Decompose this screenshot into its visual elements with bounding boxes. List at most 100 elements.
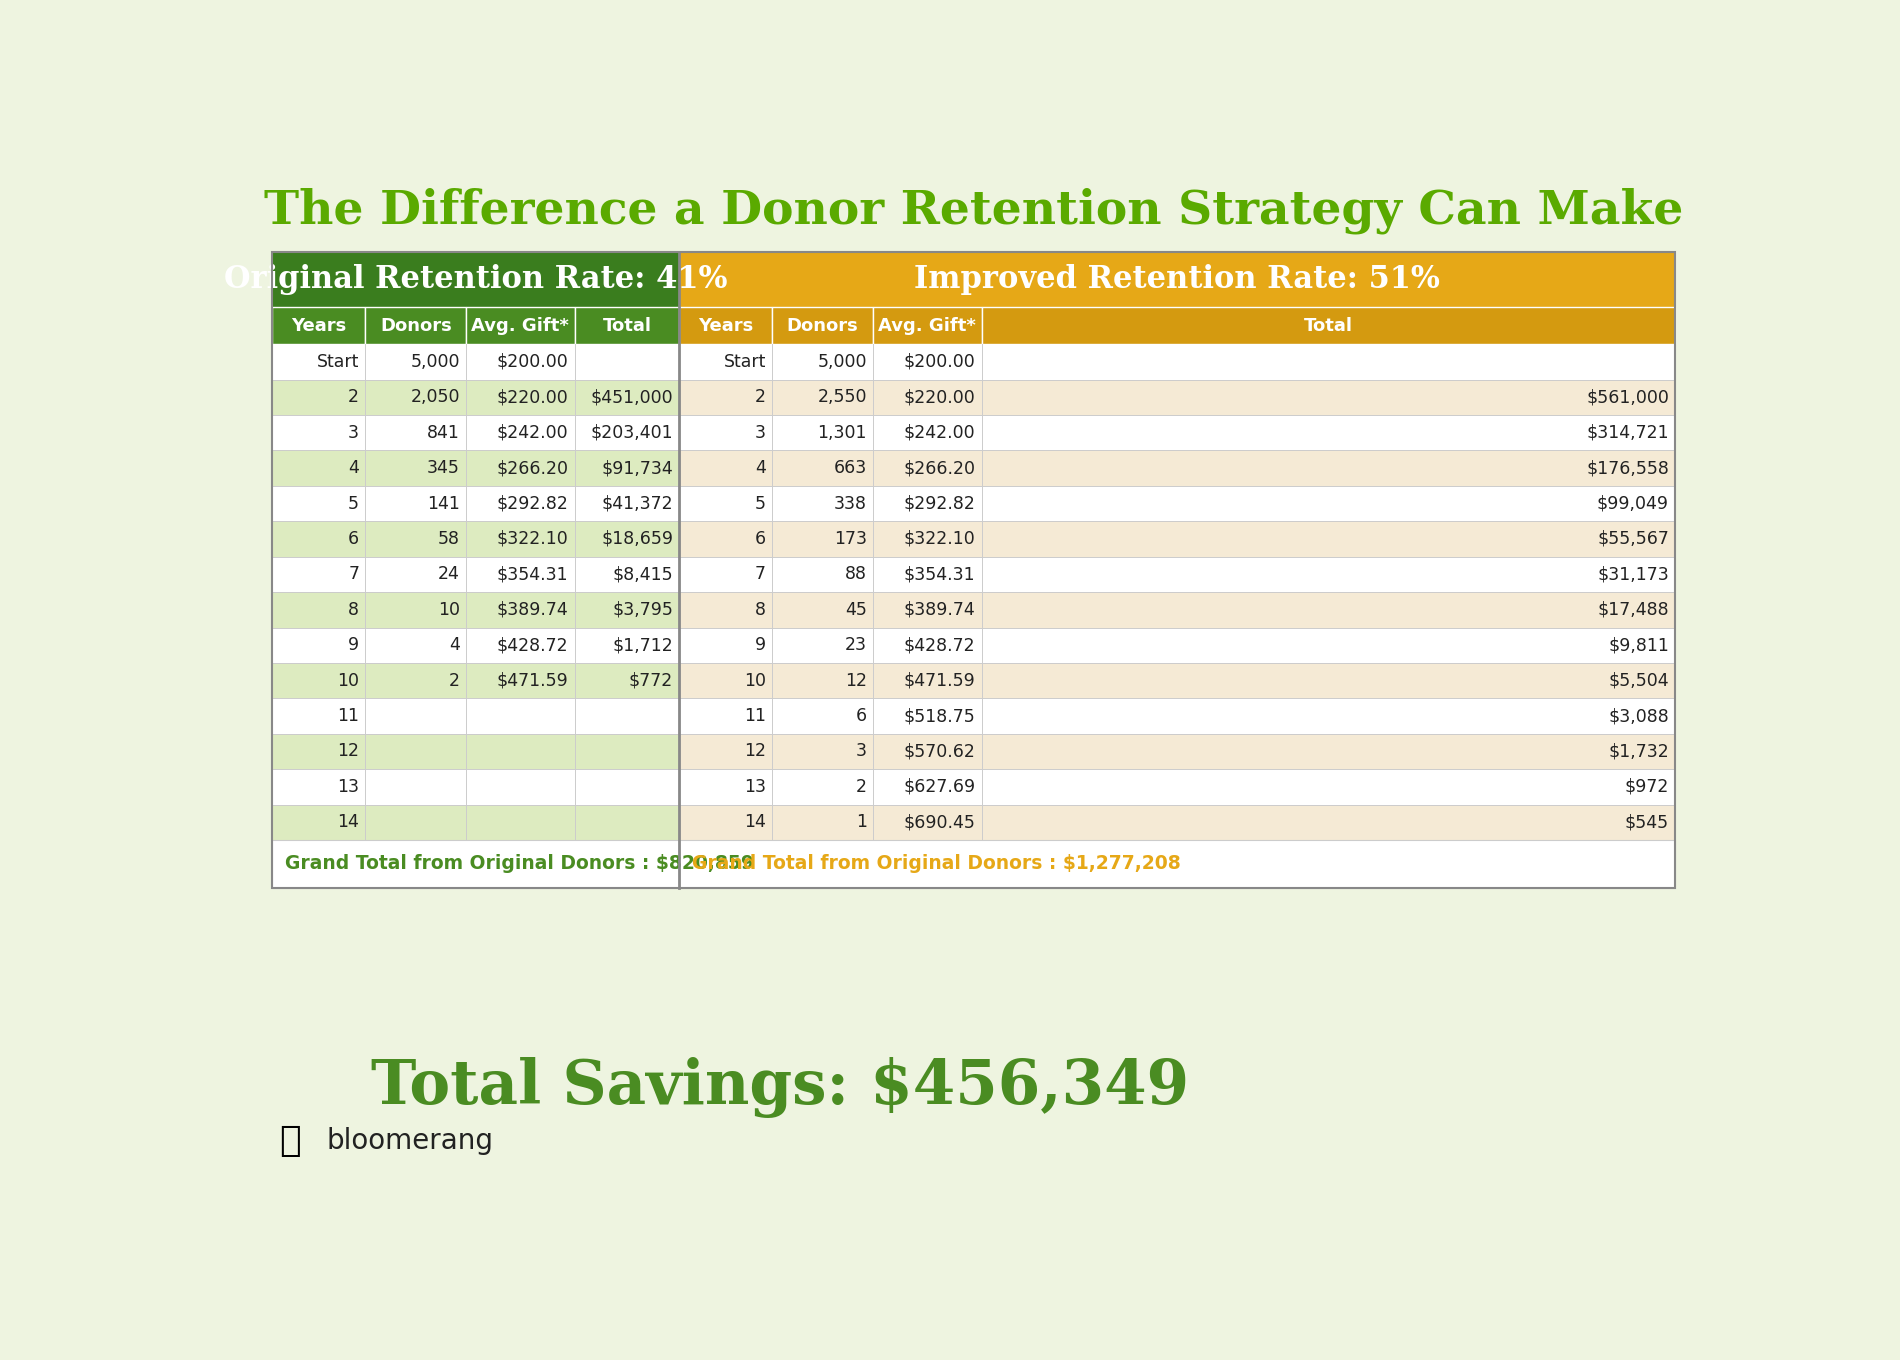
- Bar: [680, 521, 1676, 556]
- Text: $292.82: $292.82: [902, 495, 975, 513]
- Text: $203,401: $203,401: [591, 424, 673, 442]
- Text: $242.00: $242.00: [496, 424, 568, 442]
- Text: Years: Years: [291, 317, 346, 335]
- Bar: [680, 450, 1676, 486]
- Text: $428.72: $428.72: [904, 636, 975, 654]
- Text: $471.59: $471.59: [904, 672, 975, 690]
- Bar: [272, 344, 680, 379]
- Bar: [680, 592, 1676, 627]
- Text: 13: 13: [745, 778, 766, 796]
- Bar: [771, 307, 872, 344]
- Text: The Difference a Donor Retention Strategy Can Make: The Difference a Donor Retention Strateg…: [264, 188, 1683, 234]
- Text: 663: 663: [834, 460, 866, 477]
- Text: $518.75: $518.75: [904, 707, 975, 725]
- Text: $41,372: $41,372: [602, 495, 673, 513]
- Bar: [680, 415, 1676, 450]
- Text: 6: 6: [754, 530, 766, 548]
- Text: 8: 8: [754, 601, 766, 619]
- Text: Donors: Donors: [787, 317, 859, 335]
- Text: $314,721: $314,721: [1586, 424, 1668, 442]
- Bar: [680, 662, 1676, 698]
- Text: 9: 9: [348, 636, 359, 654]
- Text: 5,000: 5,000: [817, 352, 866, 371]
- Text: 2: 2: [754, 389, 766, 407]
- Text: $31,173: $31,173: [1598, 566, 1668, 583]
- Bar: [680, 840, 1676, 888]
- Text: $266.20: $266.20: [902, 460, 975, 477]
- Bar: [272, 627, 680, 662]
- Text: Years: Years: [697, 317, 754, 335]
- Text: 5: 5: [754, 495, 766, 513]
- Text: $772: $772: [629, 672, 673, 690]
- Text: 23: 23: [846, 636, 866, 654]
- Text: 🌱: 🌱: [279, 1125, 300, 1159]
- Text: Avg. Gift*: Avg. Gift*: [878, 317, 977, 335]
- Bar: [680, 698, 1676, 734]
- Text: 141: 141: [428, 495, 460, 513]
- Text: 2,550: 2,550: [817, 389, 866, 407]
- Text: 6: 6: [855, 707, 866, 725]
- Text: 10: 10: [745, 672, 766, 690]
- Text: 12: 12: [745, 743, 766, 760]
- Text: Improved Retention Rate: 51%: Improved Retention Rate: 51%: [914, 264, 1440, 295]
- Bar: [272, 805, 680, 840]
- Bar: [272, 307, 365, 344]
- Text: 12: 12: [336, 743, 359, 760]
- Text: 24: 24: [439, 566, 460, 583]
- Text: $545: $545: [1624, 813, 1668, 831]
- Text: $8,415: $8,415: [612, 566, 673, 583]
- Text: $389.74: $389.74: [904, 601, 975, 619]
- Text: 88: 88: [846, 566, 866, 583]
- Text: 2: 2: [855, 778, 866, 796]
- Bar: [365, 307, 466, 344]
- Text: $354.31: $354.31: [496, 566, 568, 583]
- Text: $471.59: $471.59: [496, 672, 568, 690]
- Text: Original Retention Rate: 41%: Original Retention Rate: 41%: [224, 264, 728, 295]
- Bar: [272, 840, 680, 888]
- Text: $322.10: $322.10: [904, 530, 975, 548]
- Bar: [272, 450, 680, 486]
- Text: 3: 3: [348, 424, 359, 442]
- Text: 3: 3: [754, 424, 766, 442]
- Bar: [272, 698, 680, 734]
- Text: 12: 12: [846, 672, 866, 690]
- Text: 58: 58: [437, 530, 460, 548]
- Text: $91,734: $91,734: [600, 460, 673, 477]
- Bar: [680, 627, 1676, 662]
- Text: 8: 8: [348, 601, 359, 619]
- Text: $242.00: $242.00: [904, 424, 975, 442]
- Bar: [680, 556, 1676, 592]
- Text: 841: 841: [428, 424, 460, 442]
- Text: 4: 4: [754, 460, 766, 477]
- Bar: [272, 486, 680, 521]
- Text: 3: 3: [855, 743, 866, 760]
- Text: $690.45: $690.45: [902, 813, 975, 831]
- Text: 4: 4: [448, 636, 460, 654]
- Bar: [466, 307, 574, 344]
- Text: $99,049: $99,049: [1596, 495, 1668, 513]
- Text: 14: 14: [338, 813, 359, 831]
- Text: $627.69: $627.69: [902, 778, 975, 796]
- Text: $176,558: $176,558: [1586, 460, 1668, 477]
- Text: 7: 7: [348, 566, 359, 583]
- Bar: [680, 734, 1676, 770]
- Bar: [272, 556, 680, 592]
- Text: 14: 14: [745, 813, 766, 831]
- Text: $292.82: $292.82: [496, 495, 568, 513]
- Text: Total: Total: [1303, 317, 1353, 335]
- Text: Grand Total from Original Donors : $820,859: Grand Total from Original Donors : $820,…: [285, 854, 754, 873]
- Bar: [680, 486, 1676, 521]
- Text: bloomerang: bloomerang: [327, 1127, 494, 1155]
- Text: $9,811: $9,811: [1607, 636, 1668, 654]
- Text: $570.62: $570.62: [902, 743, 975, 760]
- Bar: [272, 252, 680, 307]
- Text: $561,000: $561,000: [1586, 389, 1668, 407]
- Text: Donors: Donors: [380, 317, 452, 335]
- Text: 1: 1: [855, 813, 866, 831]
- Text: $200.00: $200.00: [496, 352, 568, 371]
- Text: 338: 338: [834, 495, 866, 513]
- Text: 2: 2: [448, 672, 460, 690]
- Bar: [272, 415, 680, 450]
- Bar: [272, 521, 680, 556]
- Bar: [872, 307, 982, 344]
